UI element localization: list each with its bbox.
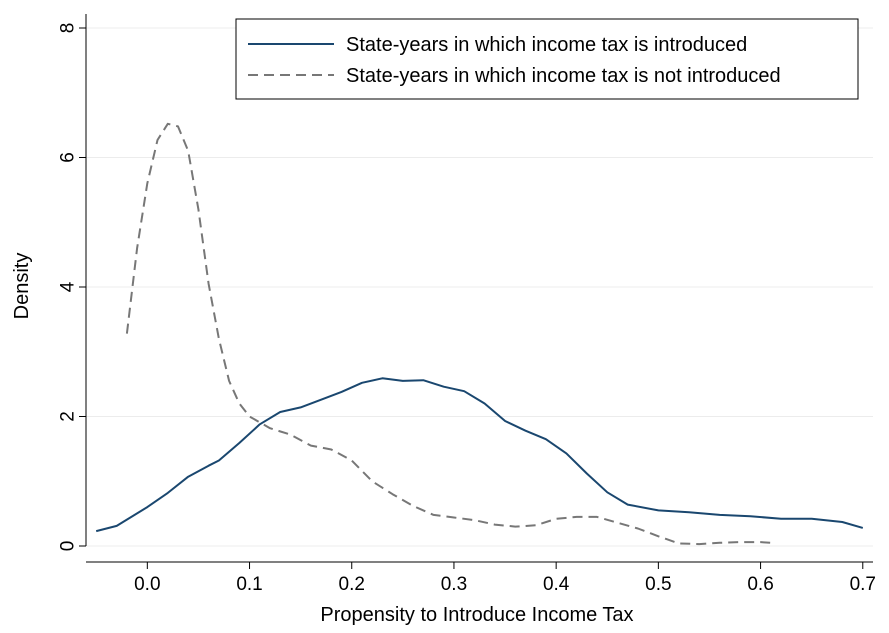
series-line-1	[125, 122, 771, 546]
legend-box	[235, 18, 859, 100]
y-tick-label: 6	[58, 152, 79, 163]
y-tick-label: 8	[58, 23, 79, 34]
legend-label-not-introduced: State-years in which income tax is not i…	[346, 65, 781, 87]
axes	[85, 14, 873, 563]
x-tick-label: 0.4	[543, 574, 570, 595]
x-tick-label: 0.2	[339, 574, 365, 595]
y-tick-label: 2	[58, 411, 79, 422]
legend-label-introduced: State-years in which income tax is intro…	[346, 34, 747, 56]
y-tick-label: 0	[58, 541, 79, 552]
x-ticks: 0.0 0.1 0.2 0.3 0.4 0.5 0.6 0.7	[134, 562, 876, 595]
legend: State-years in which income tax is intro…	[235, 18, 859, 100]
series-line-0	[95, 377, 864, 533]
x-tick-label: 0.5	[645, 574, 671, 595]
x-axis-label: Propensity to Introduce Income Tax	[320, 604, 633, 626]
x-tick-label: 0.6	[747, 574, 773, 595]
y-axis-label: Density	[11, 253, 33, 320]
x-tick-label: 0.7	[850, 574, 876, 595]
y-tick-label: 4	[58, 281, 79, 292]
x-tick-label: 0.1	[236, 574, 262, 595]
series-layer	[95, 122, 864, 546]
x-tick-label: 0.3	[441, 574, 467, 595]
y-ticks: 0 2 4 6 8	[58, 23, 86, 552]
x-tick-label: 0.0	[134, 574, 160, 595]
